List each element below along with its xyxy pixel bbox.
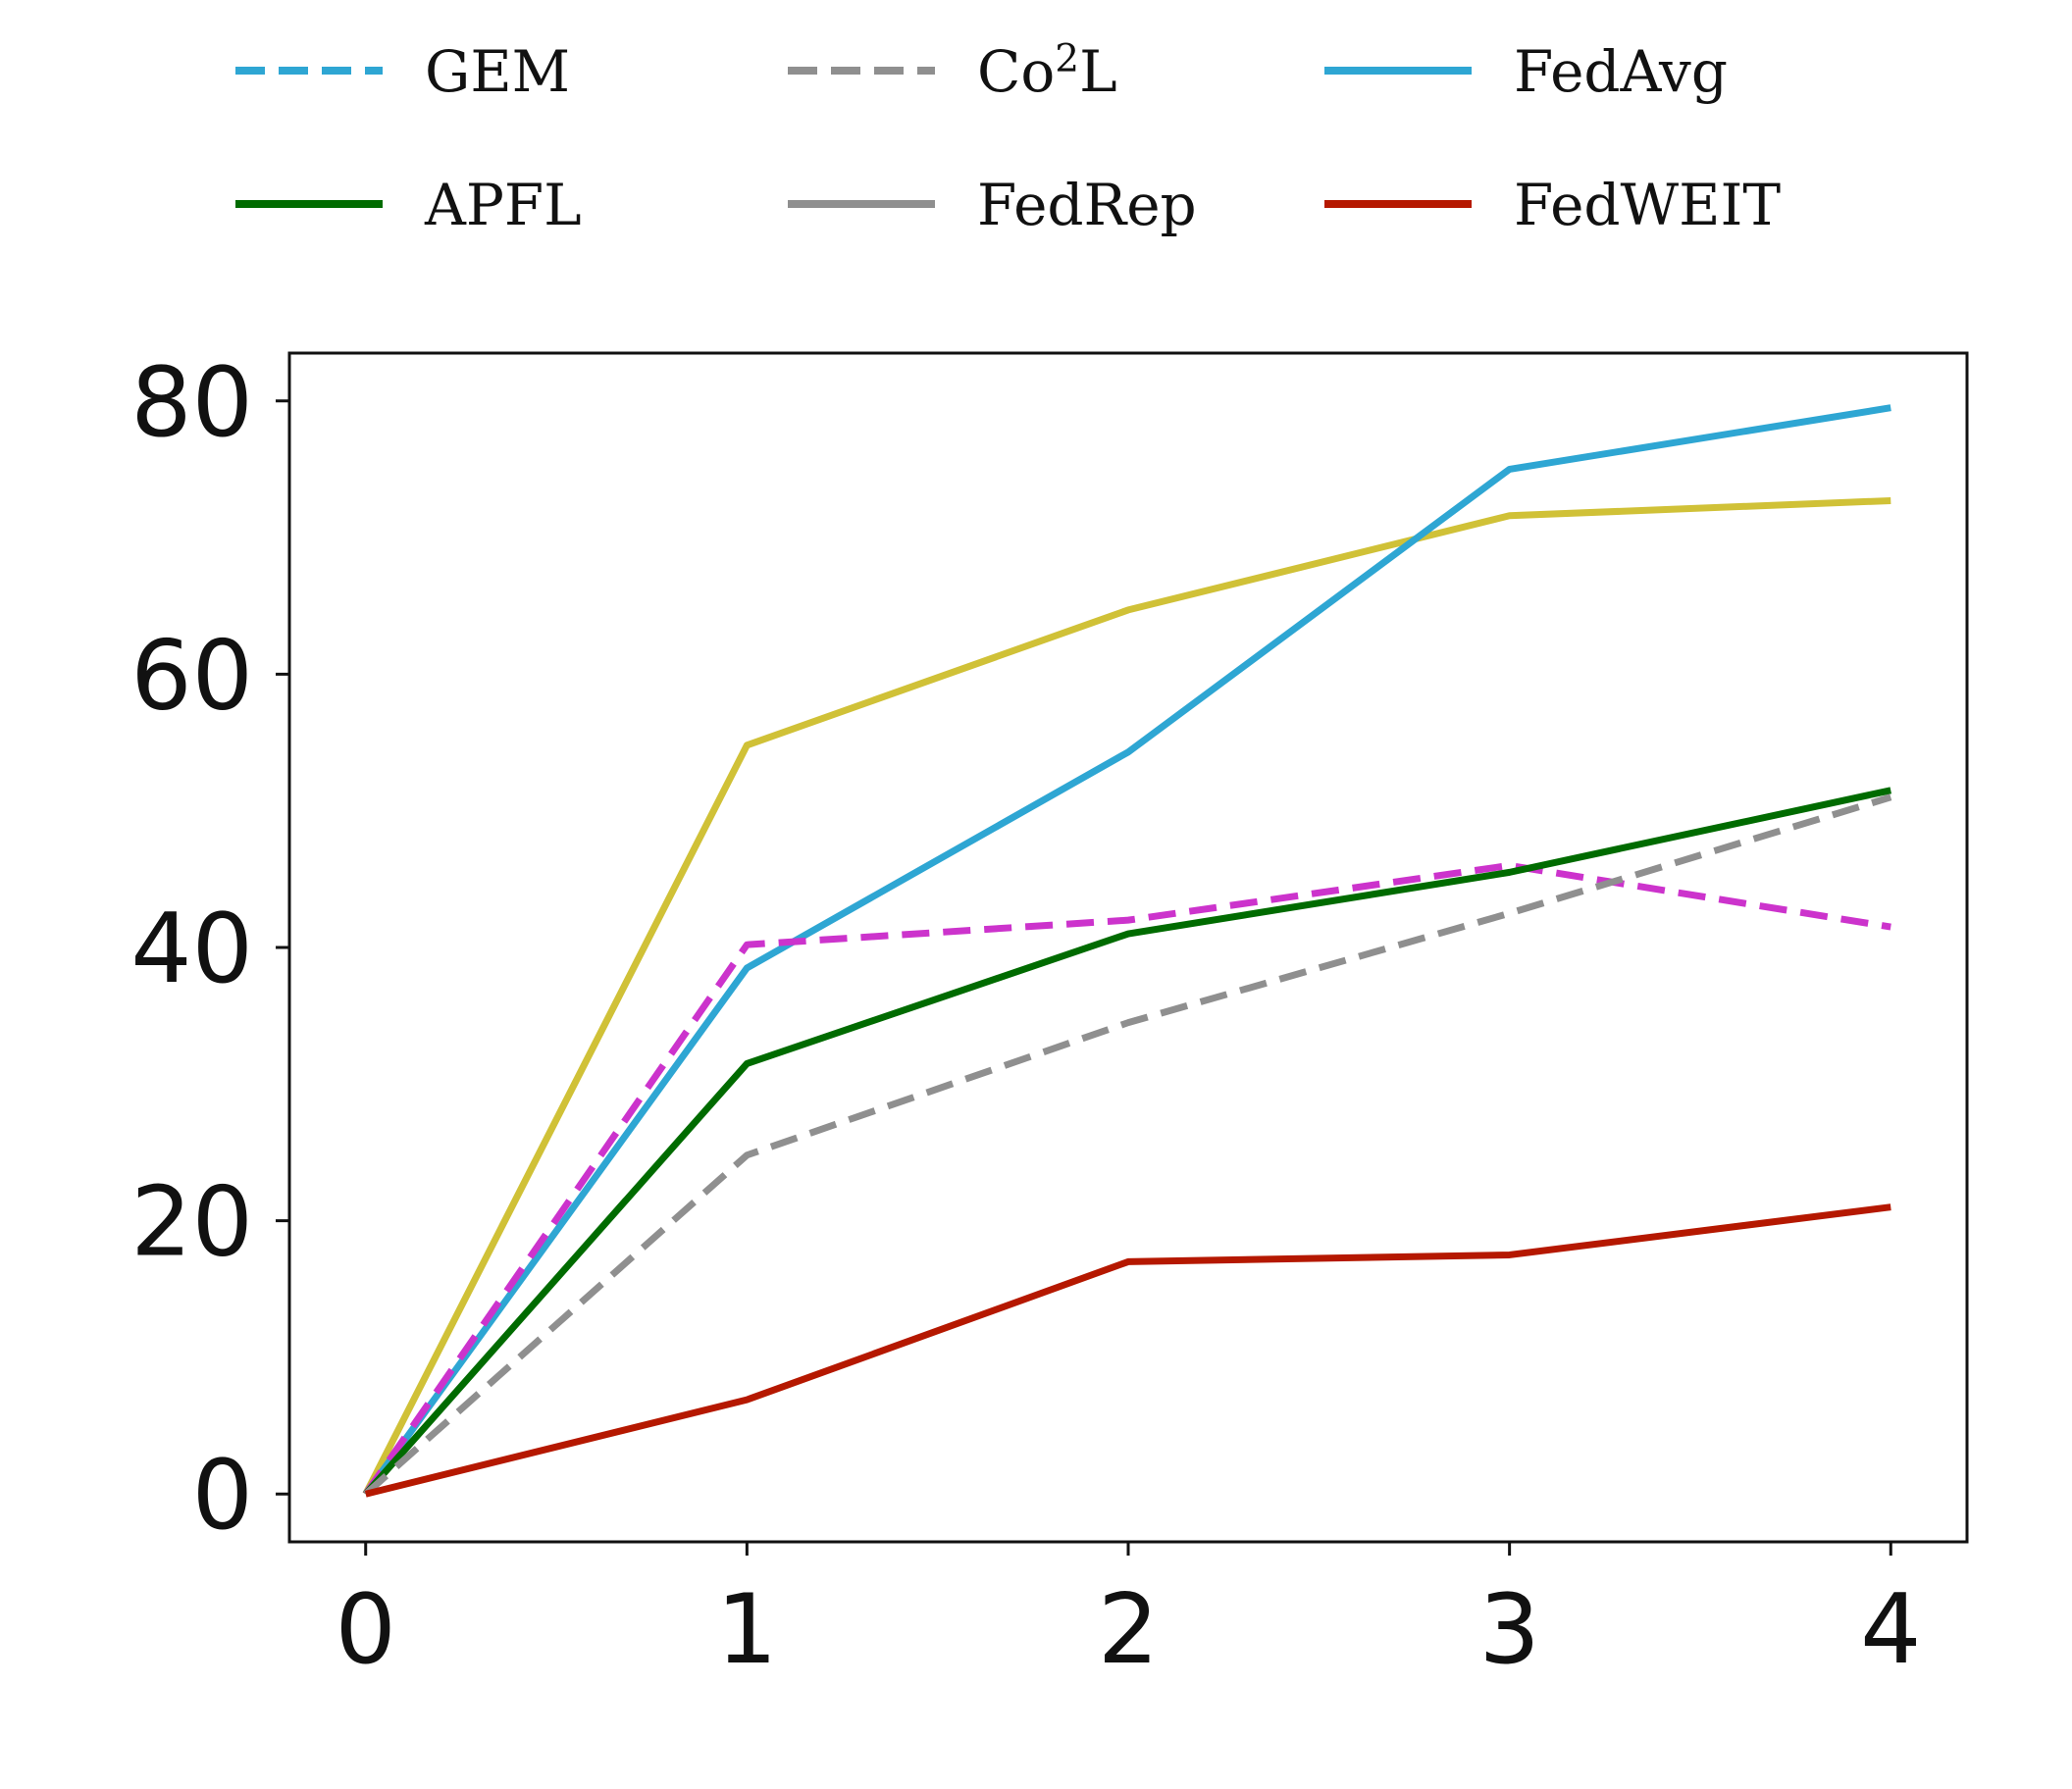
series-line-3 [362, 861, 1891, 1497]
legend-entry-gem: GEM [235, 38, 570, 105]
legend-label-gem: GEM [425, 38, 570, 105]
x-tick-label-4: 4 [1860, 1574, 1921, 1686]
legend: GEM Co2L FedAvg APFL FedRep FedWEIT [235, 37, 1781, 238]
series-line-2 [362, 404, 1891, 1497]
y-tick-label-80: 80 [130, 347, 253, 459]
legend-entry-co2l: Co2L [788, 37, 1117, 105]
y-tick-label-0: 0 [192, 1440, 253, 1552]
series-line-1 [362, 496, 1891, 1496]
legend-entry-fedavg: FedAvg [1324, 38, 1728, 105]
plot-area [362, 404, 1892, 1498]
legend-entry-apfl: APFL [235, 172, 582, 238]
x-tick-label-3: 3 [1478, 1574, 1539, 1686]
plot-frame [287, 351, 1969, 1544]
x-tick-label-0: 0 [336, 1574, 396, 1686]
y-tick-label-60: 60 [130, 620, 253, 732]
legend-entry-fedweit: FedWEIT [1324, 172, 1781, 238]
legend-label-fedavg: FedAvg [1514, 38, 1728, 105]
y-tick-label-40: 40 [130, 894, 253, 1005]
legend-label-co2l: Co2L [977, 37, 1117, 105]
series-line-5 [363, 793, 1892, 1497]
legend-label-apfl: APFL [424, 172, 582, 238]
legend-label-fedrep: FedRep [977, 172, 1197, 238]
x-tick-label-1: 1 [716, 1574, 777, 1686]
legend-entry-fedrep: FedRep [788, 172, 1197, 238]
series-line-4 [363, 787, 1892, 1497]
legend-label-fedweit: FedWEIT [1514, 172, 1781, 238]
y-tick-label-20: 20 [130, 1167, 253, 1279]
series-line-6 [364, 1203, 1891, 1498]
x-tick-label-2: 2 [1098, 1574, 1159, 1686]
